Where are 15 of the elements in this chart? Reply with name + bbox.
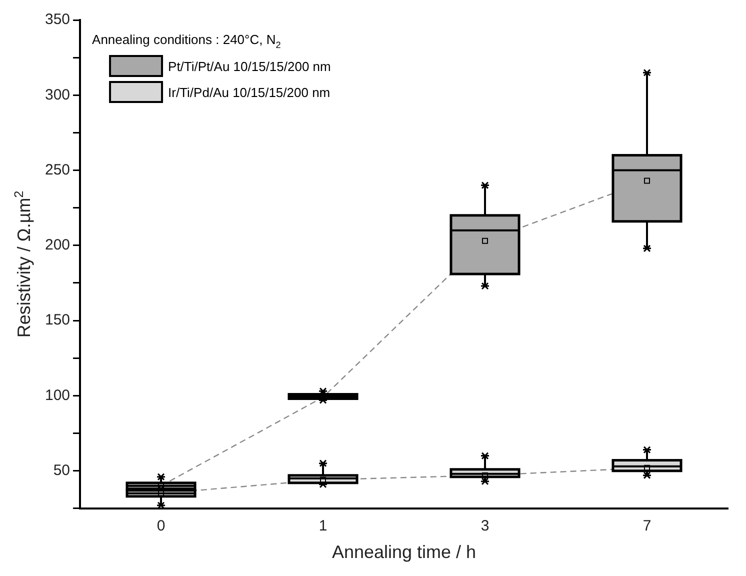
x-tick-label: 7 xyxy=(642,518,652,535)
x-axis-title: Annealing time / h xyxy=(332,542,476,562)
y-tick-label: 150 xyxy=(44,312,70,329)
y-tick-label: 250 xyxy=(44,161,70,178)
x-tick-label: 3 xyxy=(480,518,490,535)
x-tick-label: 1 xyxy=(318,518,328,535)
legend-label: Ir/Ti/Pd/Au 10/15/15/200 nm xyxy=(168,85,330,100)
y-tick-label: 350 xyxy=(44,11,70,28)
y-tick-label: 100 xyxy=(44,386,70,404)
y-axis-title: Resistivity / Ω.µm2 xyxy=(12,190,34,338)
y-tick-label: 50 xyxy=(53,462,70,479)
legend-label: Pt/Ti/Pt/Au 10/15/15/200 nm xyxy=(168,59,331,74)
y-tick-label: 200 xyxy=(44,236,70,254)
x-tick-label: 0 xyxy=(156,518,166,535)
y-tick-label: 300 xyxy=(44,86,70,104)
